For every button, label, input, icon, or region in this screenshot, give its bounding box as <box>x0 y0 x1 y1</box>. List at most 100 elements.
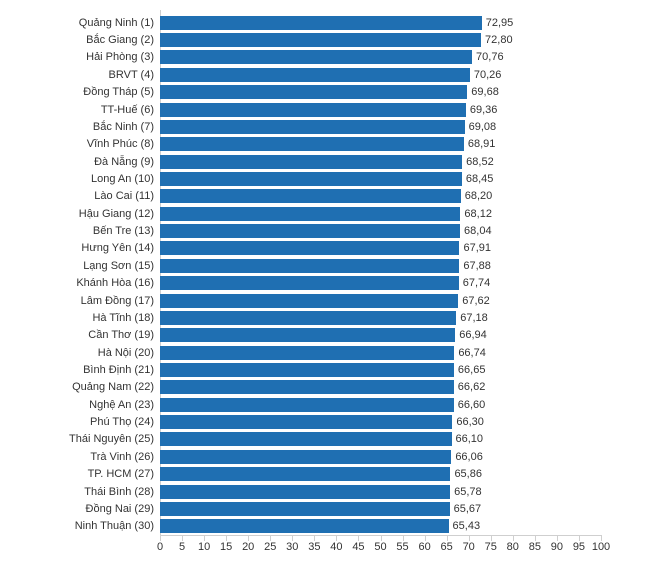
bar-value: 66,30 <box>452 416 484 428</box>
bar-value: 70,26 <box>470 69 502 81</box>
bar-label: Thái Bình (28) <box>84 486 160 498</box>
bar <box>160 519 449 533</box>
bar-value: 68,20 <box>461 190 493 202</box>
bar <box>160 398 454 412</box>
bar-label: TP. HCM (27) <box>88 468 160 480</box>
bar-label: Vĩnh Phúc (8) <box>87 138 160 150</box>
bar-row: Bến Tre (13)68,04 <box>160 224 601 238</box>
bar-row: TP. HCM (27)65,86 <box>160 467 601 481</box>
bar-label: Bắc Ninh (7) <box>93 121 160 133</box>
bar-label: Quảng Ninh (1) <box>79 17 160 29</box>
bar-row: Lào Cai (11)68,20 <box>160 189 601 203</box>
bar-row: Vĩnh Phúc (8)68,91 <box>160 137 601 151</box>
bar <box>160 103 466 117</box>
x-tick-label: 35 <box>308 541 320 553</box>
bar-row: Long An (10)68,45 <box>160 172 601 186</box>
bar <box>160 276 459 290</box>
x-axis: 0510152025303540455055606570758085909510… <box>160 535 601 555</box>
x-tick-label: 10 <box>198 541 210 553</box>
bar <box>160 68 470 82</box>
x-tick-label: 45 <box>352 541 364 553</box>
bar-value: 72,80 <box>481 34 513 46</box>
bar-value: 66,62 <box>454 381 486 393</box>
bar <box>160 207 460 221</box>
bar-label: Hải Phòng (3) <box>86 51 160 63</box>
bar <box>160 467 450 481</box>
bar <box>160 502 450 516</box>
bar <box>160 241 459 255</box>
bar-value: 68,52 <box>462 156 494 168</box>
bar-label: Trà Vinh (26) <box>90 451 160 463</box>
bar-value: 66,94 <box>455 329 487 341</box>
x-tick-label: 80 <box>507 541 519 553</box>
bar-value: 69,36 <box>466 104 498 116</box>
bar <box>160 16 482 30</box>
bar-row: TT-Huế (6)69,36 <box>160 103 601 117</box>
bar-label: Phú Thọ (24) <box>90 416 160 428</box>
bar-row: Thái Nguyên (25)66,10 <box>160 432 601 446</box>
bar-value: 70,76 <box>472 51 504 63</box>
bar-value: 65,78 <box>450 486 482 498</box>
x-tick-label: 0 <box>157 541 163 553</box>
x-tick-label: 65 <box>441 541 453 553</box>
x-tick-label: 50 <box>374 541 386 553</box>
x-tick-label: 95 <box>573 541 585 553</box>
bar <box>160 120 465 134</box>
bar <box>160 224 460 238</box>
bar <box>160 311 456 325</box>
bar-value: 68,91 <box>464 138 496 150</box>
bar-value: 67,74 <box>459 277 491 289</box>
bar-label: Khánh Hòa (16) <box>76 277 160 289</box>
bar <box>160 415 452 429</box>
bar-value: 67,88 <box>459 260 491 272</box>
x-tick-label: 40 <box>330 541 342 553</box>
bar-row: Phú Thọ (24)66,30 <box>160 415 601 429</box>
x-tick-label: 5 <box>179 541 185 553</box>
x-tick-label: 90 <box>551 541 563 553</box>
bar <box>160 294 458 308</box>
bar-value: 69,68 <box>467 86 499 98</box>
bar <box>160 155 462 169</box>
bar <box>160 33 481 47</box>
bar-label: Hà Tĩnh (18) <box>92 312 160 324</box>
bar-value: 66,65 <box>454 364 486 376</box>
bar-label: Đà Nẵng (9) <box>94 156 160 168</box>
x-tick-label: 60 <box>418 541 430 553</box>
bar-row: Lâm Đồng (17)67,62 <box>160 294 601 308</box>
bar-row: Hải Phòng (3)70,76 <box>160 50 601 64</box>
plot-area: Quảng Ninh (1)72,95Bắc Giang (2)72,80Hải… <box>160 14 601 535</box>
bar-value: 66,60 <box>454 399 486 411</box>
bar-value: 67,18 <box>456 312 488 324</box>
bar-row: Hà Tĩnh (18)67,18 <box>160 311 601 325</box>
bar-row: Đồng Tháp (5)69,68 <box>160 85 601 99</box>
bar <box>160 259 459 273</box>
bar-row: Trà Vinh (26)66,06 <box>160 450 601 464</box>
bar-label: Hưng Yên (14) <box>81 242 160 254</box>
bar-label: Lạng Sơn (15) <box>83 260 160 272</box>
bar-row: Hưng Yên (14)67,91 <box>160 241 601 255</box>
bar-label: BRVT (4) <box>109 69 160 81</box>
bar <box>160 346 454 360</box>
bar-row: Nghệ An (23)66,60 <box>160 398 601 412</box>
bar-row: Bình Định (21)66,65 <box>160 363 601 377</box>
bar <box>160 137 464 151</box>
x-tick-label: 25 <box>264 541 276 553</box>
bar-value: 68,12 <box>460 208 492 220</box>
x-tick-label: 15 <box>220 541 232 553</box>
bar <box>160 50 472 64</box>
bar-label: Bắc Giang (2) <box>86 34 160 46</box>
x-tick-label: 70 <box>463 541 475 553</box>
x-tick-label: 100 <box>592 541 610 553</box>
x-tick-label: 55 <box>396 541 408 553</box>
bar-value: 67,62 <box>458 295 490 307</box>
bar-row: Khánh Hòa (16)67,74 <box>160 276 601 290</box>
bar-label: Hà Nội (20) <box>98 347 160 359</box>
bar-row: Quảng Nam (22)66,62 <box>160 380 601 394</box>
bar <box>160 85 467 99</box>
bar-label: Lào Cai (11) <box>94 190 160 202</box>
bar <box>160 328 455 342</box>
bar-label: Cần Thơ (19) <box>88 329 160 341</box>
bar-value: 65,86 <box>450 468 482 480</box>
bar-value: 66,10 <box>452 433 484 445</box>
bar-row: Đồng Nai (29)65,67 <box>160 502 601 516</box>
